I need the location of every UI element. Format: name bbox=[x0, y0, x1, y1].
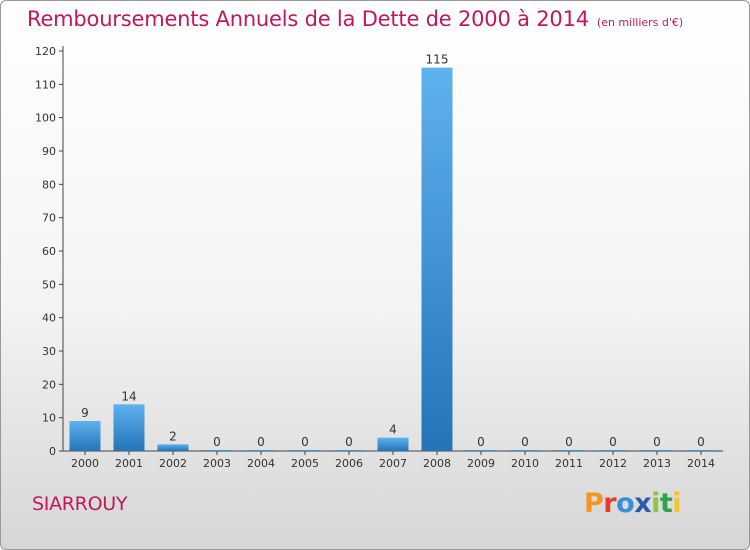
logo-letter: i bbox=[651, 488, 660, 519]
y-tick-label: 110 bbox=[35, 78, 56, 91]
data-label: 0 bbox=[257, 435, 265, 449]
proxiti-logo: Proxiti bbox=[584, 488, 682, 519]
logo-letter: o bbox=[616, 488, 635, 519]
logo-letter: i bbox=[672, 488, 682, 519]
x-tick-label: 2008 bbox=[423, 457, 451, 470]
data-label: 0 bbox=[301, 435, 309, 449]
data-label: 115 bbox=[426, 53, 449, 67]
data-label: 4 bbox=[389, 423, 397, 437]
chart-subtitle: (en milliers d'€) bbox=[596, 16, 684, 29]
bar bbox=[597, 450, 629, 451]
chart-title-row: Remboursements Annuels de la Dette de 20… bbox=[27, 7, 683, 31]
bar bbox=[553, 450, 585, 451]
data-label: 0 bbox=[697, 435, 705, 449]
chart-title: Remboursements Annuels de la Dette de 20… bbox=[27, 7, 589, 31]
bar bbox=[685, 450, 717, 451]
data-label: 0 bbox=[653, 435, 661, 449]
data-label: 0 bbox=[565, 435, 573, 449]
y-tick-label: 120 bbox=[35, 45, 56, 58]
bar bbox=[289, 450, 321, 451]
bar bbox=[113, 404, 145, 451]
data-label: 0 bbox=[477, 435, 485, 449]
y-tick-label: 0 bbox=[49, 445, 56, 458]
logo-letter: t bbox=[659, 488, 673, 519]
x-tick-label: 2003 bbox=[203, 457, 231, 470]
x-tick-label: 2011 bbox=[555, 457, 583, 470]
logo-letter: P bbox=[584, 488, 604, 519]
bar bbox=[201, 450, 233, 451]
bar bbox=[509, 450, 541, 451]
commune-name: SIARROUY bbox=[32, 493, 128, 515]
bar bbox=[465, 450, 497, 451]
y-tick-label: 60 bbox=[42, 245, 56, 258]
y-tick-label: 80 bbox=[42, 178, 56, 191]
y-tick-label: 30 bbox=[42, 345, 56, 358]
bar bbox=[641, 450, 673, 451]
data-label: 2 bbox=[169, 429, 177, 443]
x-tick-label: 2006 bbox=[335, 457, 363, 470]
data-label: 14 bbox=[121, 389, 136, 403]
data-label: 0 bbox=[609, 435, 617, 449]
x-tick-label: 2012 bbox=[599, 457, 627, 470]
x-tick-label: 2009 bbox=[467, 457, 495, 470]
data-label: 0 bbox=[521, 435, 529, 449]
x-tick-label: 2001 bbox=[115, 457, 143, 470]
data-label: 9 bbox=[81, 406, 89, 420]
data-label: 0 bbox=[345, 435, 353, 449]
y-tick-label: 40 bbox=[42, 312, 56, 325]
y-tick-label: 100 bbox=[35, 112, 56, 125]
x-tick-label: 2010 bbox=[511, 457, 539, 470]
bar bbox=[69, 421, 101, 451]
y-tick-label: 50 bbox=[42, 278, 56, 291]
bar bbox=[333, 450, 365, 451]
y-tick-label: 10 bbox=[42, 412, 56, 425]
data-label: 0 bbox=[213, 435, 221, 449]
x-tick-label: 2002 bbox=[159, 457, 187, 470]
x-tick-label: 2005 bbox=[291, 457, 319, 470]
x-tick-label: 2007 bbox=[379, 457, 407, 470]
bar bbox=[157, 444, 189, 451]
bar bbox=[421, 67, 453, 452]
x-tick-label: 2004 bbox=[247, 457, 275, 470]
logo-letter: r bbox=[603, 488, 617, 519]
bar bbox=[377, 437, 409, 451]
x-tick-label: 2014 bbox=[687, 457, 715, 470]
y-tick-label: 90 bbox=[42, 145, 56, 158]
y-tick-label: 20 bbox=[42, 378, 56, 391]
bar bbox=[245, 450, 277, 451]
x-tick-label: 2013 bbox=[643, 457, 671, 470]
logo-letter: x bbox=[634, 488, 652, 519]
x-tick-label: 2000 bbox=[71, 457, 99, 470]
y-tick-label: 70 bbox=[42, 212, 56, 225]
